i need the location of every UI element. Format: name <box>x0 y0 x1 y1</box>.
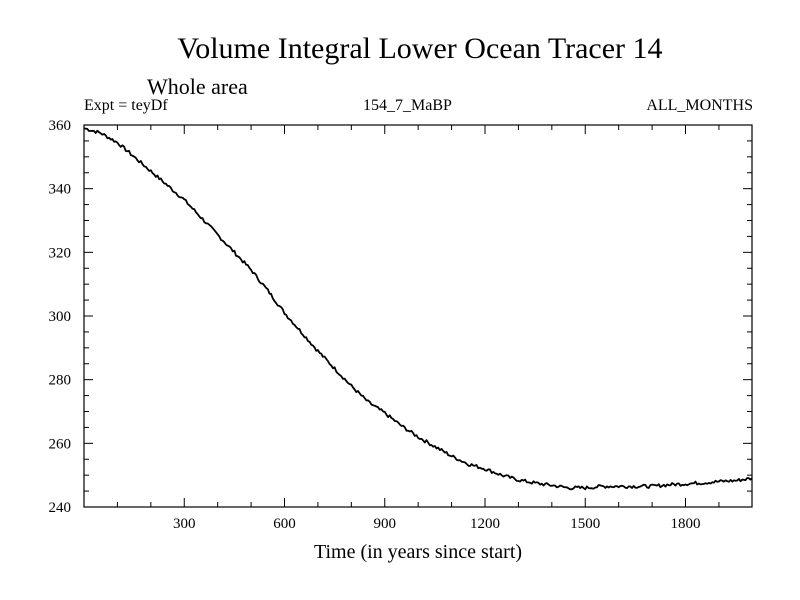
y-tick-label: 240 <box>49 500 72 516</box>
x-tick-label: 900 <box>374 516 397 532</box>
y-tick-label: 280 <box>49 373 72 389</box>
months-label: ALL_MONTHS <box>646 97 753 114</box>
y-axis-tick-labels: 240 260 280 300 320 340 360 <box>49 118 72 516</box>
y-axis-ticks <box>84 140 752 492</box>
plot-frame <box>83 124 753 508</box>
x-tick-label: 1200 <box>470 516 500 532</box>
chart-subtitle: Whole area <box>147 74 248 99</box>
run-label: 154_7_MaBP <box>363 97 452 114</box>
x-tick-label: 1800 <box>671 516 701 532</box>
y-tick-label: 260 <box>49 436 72 452</box>
x-axis-ticks <box>116 125 720 507</box>
y-tick-label: 320 <box>49 245 72 261</box>
series-line <box>83 127 753 491</box>
x-tick-label: 300 <box>173 516 196 532</box>
x-tick-label: 1500 <box>570 516 600 532</box>
y-tick-label: 360 <box>49 118 72 134</box>
x-axis-label: Time (in years since start) <box>314 541 522 563</box>
x-axis-tick-labels: 300 600 900 1200 1500 1800 <box>173 516 701 532</box>
experiment-label: Expt = teyDf <box>84 97 168 114</box>
y-tick-label: 340 <box>49 182 72 198</box>
x-tick-label: 600 <box>273 516 296 532</box>
chart-title: Volume Integral Lower Ocean Tracer 14 <box>177 32 662 65</box>
y-tick-label: 300 <box>49 309 72 325</box>
